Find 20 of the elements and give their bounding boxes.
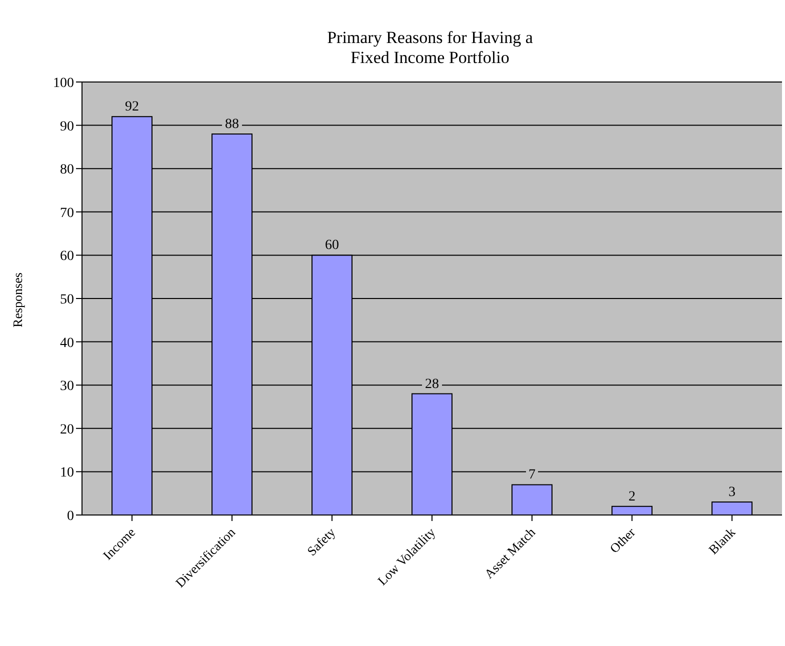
data-label: 28	[425, 376, 439, 392]
y-tick-label: 20	[60, 422, 74, 438]
y-axis-title: Responses	[10, 272, 26, 328]
y-tick-label: 0	[67, 508, 74, 524]
y-tick-label: 40	[60, 336, 74, 351]
data-label: 92	[125, 100, 139, 115]
y-tick-label: 50	[60, 292, 74, 308]
y-tick-label: 90	[60, 119, 74, 134]
y-tick-label: 100	[53, 76, 74, 91]
y-tick-label: 10	[60, 466, 74, 481]
data-label: 7	[528, 468, 536, 483]
chart-title: Primary Reasons for Having a Fixed Income Portfolio	[326, 28, 534, 68]
data-label: 2	[628, 489, 636, 504]
y-tick-label: 70	[60, 206, 74, 221]
y-tick-label: 60	[60, 249, 74, 264]
data-label: 60	[325, 238, 339, 254]
y-tick-label: 30	[60, 379, 74, 394]
data-label: 88	[225, 116, 239, 132]
y-tick-label: 80	[60, 162, 74, 178]
data-label: 3	[728, 485, 736, 500]
